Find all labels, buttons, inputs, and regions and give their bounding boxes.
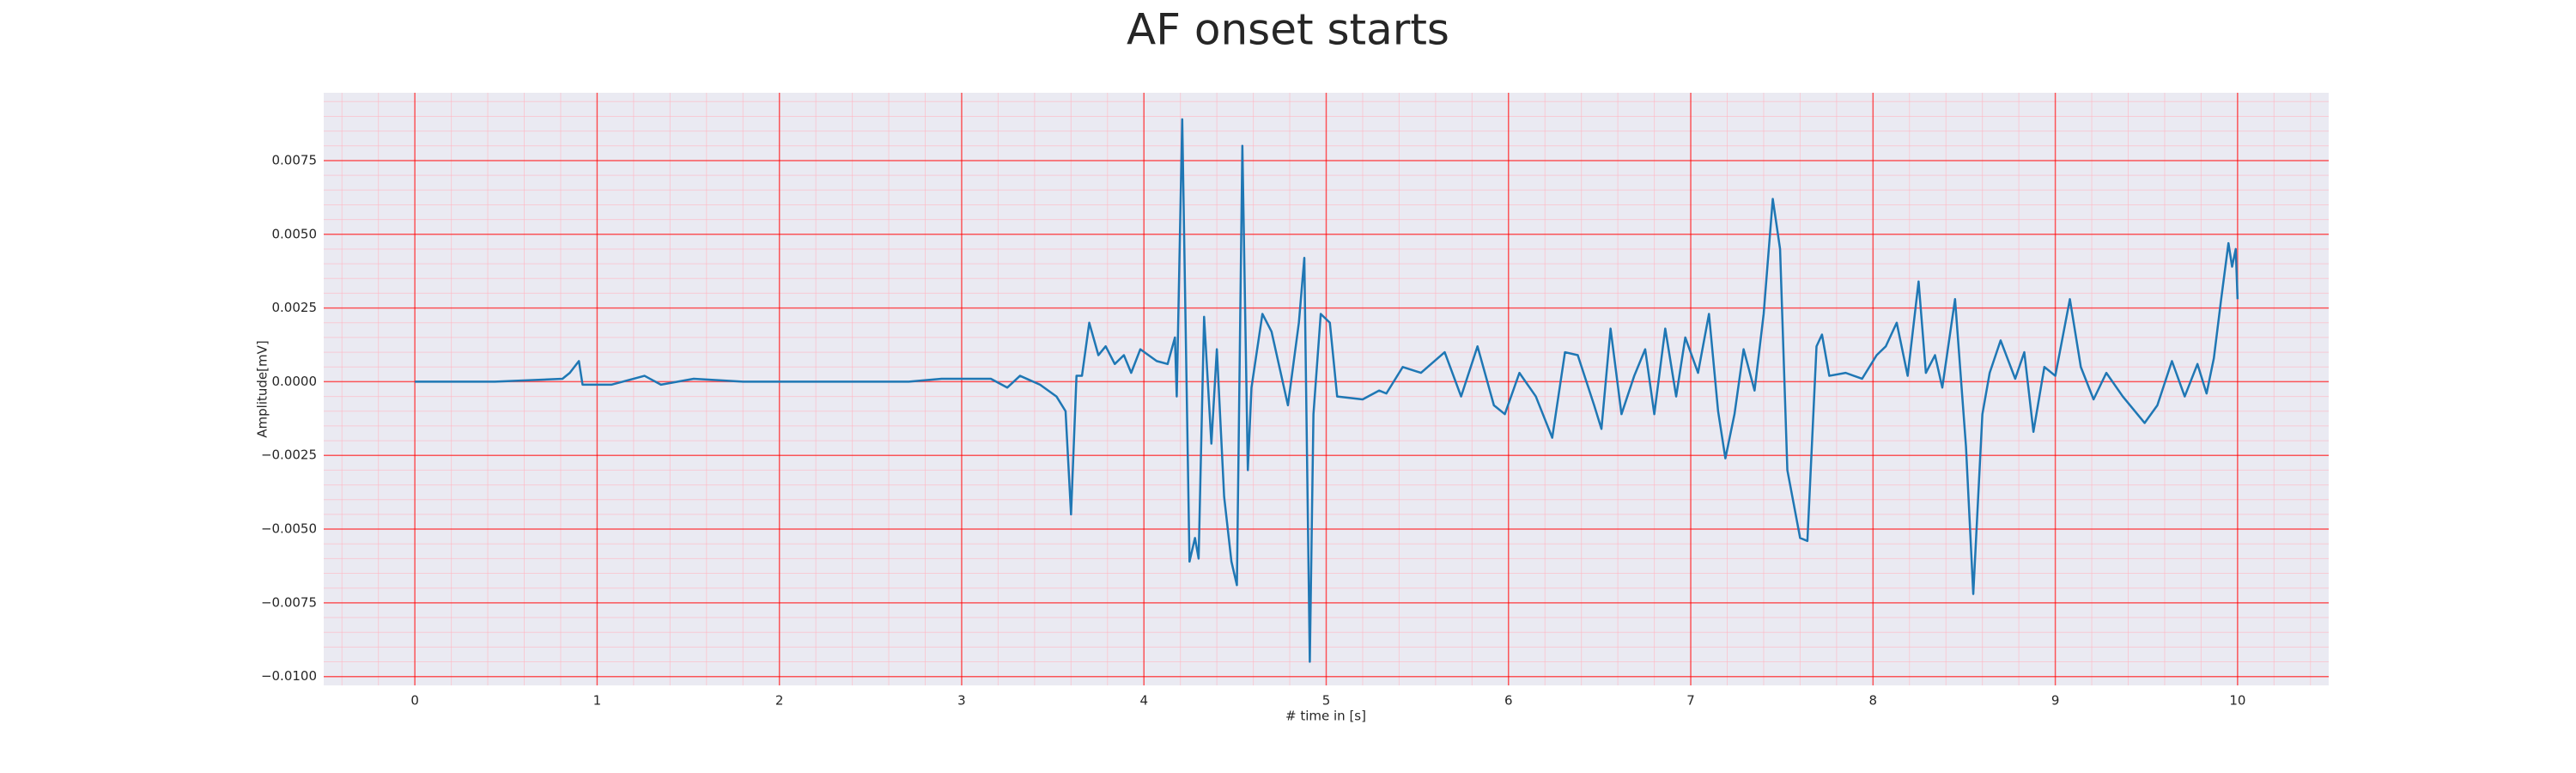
- tick-labels: 0 1 2 3 4 5 6 7 8 9 10 −0.0100 −0.0075 −0.0050 −0.0025…: [261, 152, 2245, 708]
- lines: [415, 118, 2239, 663]
- chart-title: AF onset starts: [1127, 5, 1449, 55]
- y-tick-label: 0.0000: [272, 374, 318, 389]
- signal-line: [415, 118, 2239, 663]
- y-tick-label: 0.0050: [272, 226, 318, 241]
- x-tick-label: 1: [593, 693, 602, 709]
- y-axis-label: Amplitude[mV]: [255, 340, 270, 437]
- y-tick-label: 0.0025: [272, 300, 318, 315]
- x-tick-label: 5: [1322, 693, 1331, 709]
- x-axis-label: # time in [s]: [1285, 709, 1366, 724]
- x-tick-label: 4: [1139, 693, 1148, 709]
- y-tick-label: 0.0075: [272, 152, 318, 167]
- x-tick-label: 7: [1686, 693, 1695, 709]
- x-tick-label: 9: [2051, 693, 2060, 709]
- y-tick-label: −0.0050: [261, 521, 317, 537]
- y-tick-label: −0.0025: [261, 447, 317, 463]
- x-tick-label: 8: [1869, 693, 1878, 709]
- y-tick-label: −0.0075: [261, 594, 317, 610]
- x-tick-label: 2: [775, 693, 784, 709]
- x-tick-label: 10: [2229, 693, 2245, 709]
- y-tick-label: −0.0100: [261, 668, 317, 684]
- x-tick-label: 0: [410, 693, 419, 709]
- x-tick-label: 3: [957, 693, 966, 709]
- major-grid: [324, 93, 2329, 685]
- x-tick-label: 6: [1504, 693, 1513, 709]
